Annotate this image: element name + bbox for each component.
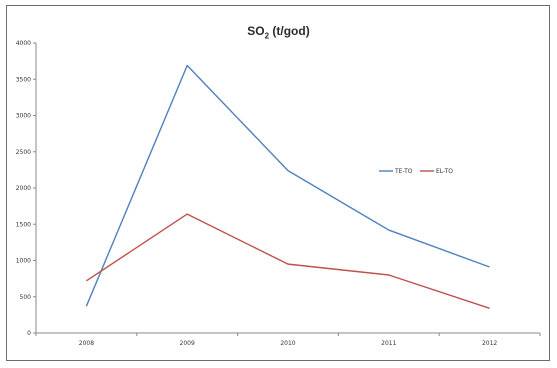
- y-tick-label: 1500: [16, 221, 31, 228]
- legend-label: EL-TO: [436, 168, 453, 175]
- x-tick-label: 2010: [280, 340, 295, 347]
- chart-title: SO2 (t/god): [0, 24, 557, 40]
- y-tick-label: 3000: [16, 113, 31, 120]
- y-tick-label: 4000: [16, 40, 31, 47]
- y-tick-label: 0: [27, 330, 31, 337]
- chart-title-subscript: 2: [264, 31, 270, 41]
- x-tick-label: 2008: [79, 340, 94, 347]
- y-tick-label: 500: [20, 294, 32, 301]
- chart-title-main: SO: [247, 24, 265, 38]
- x-tick-label: 2011: [381, 340, 396, 347]
- legend-label: TE-TO: [394, 168, 413, 175]
- y-tick-label: 1000: [16, 258, 31, 265]
- chart-title-unit: (t/god): [269, 24, 310, 38]
- y-tick-label: 2500: [16, 149, 31, 156]
- x-tick-label: 2009: [180, 340, 195, 347]
- y-tick-label: 3500: [16, 76, 31, 83]
- series-line-el-to: [86, 213, 490, 310]
- chart-frame: [6, 5, 550, 361]
- series-line-te-to: [85, 64, 490, 307]
- y-tick-label: 2000: [16, 185, 31, 192]
- x-tick-label: 2012: [482, 340, 497, 347]
